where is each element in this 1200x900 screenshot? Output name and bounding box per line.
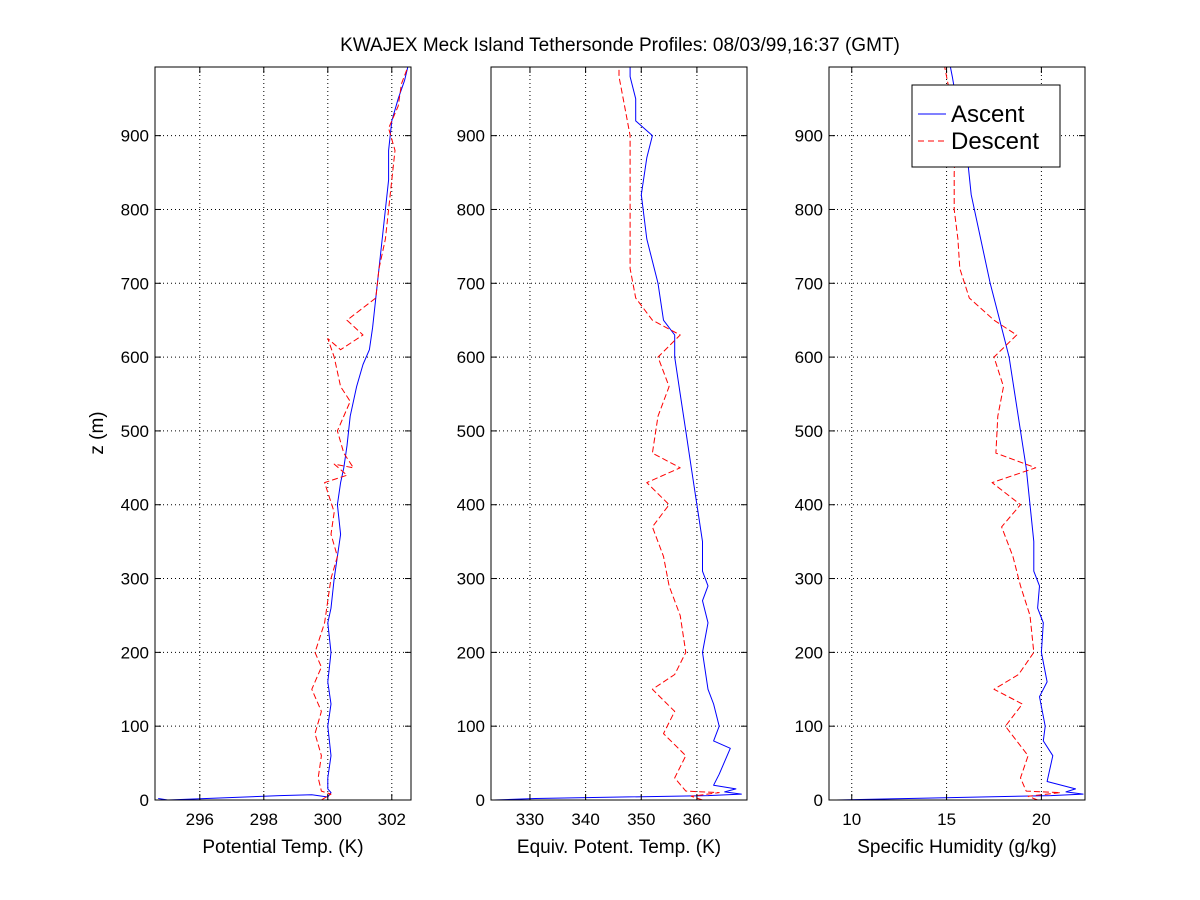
y-tick-label: 500	[457, 422, 485, 441]
y-tick-label: 600	[795, 348, 823, 367]
x-axis-label: Equiv. Potent. Temp. (K)	[517, 837, 721, 858]
plot-area	[491, 67, 747, 800]
x-tick-label: 360	[683, 810, 711, 829]
y-tick-label: 200	[457, 643, 485, 662]
y-tick-label: 0	[814, 791, 823, 810]
y-tick-label: 0	[476, 791, 485, 810]
legend-descent-label: Descent	[951, 128, 1039, 155]
x-tick-label: 300	[314, 810, 342, 829]
series-ascent-line	[493, 67, 742, 801]
figure-title: KWAJEX Meck Island Tethersonde Profiles:…	[340, 35, 900, 56]
panel-potential-temp: 296 298 300 302 0 100 200 300 400 500 600 700 800 900…	[121, 66, 412, 858]
panel-specific-humidity: 10 15 200100200300400500600700800900Specif…	[795, 66, 1086, 858]
plot-area	[829, 67, 1085, 800]
y-tick-label: 200	[795, 643, 823, 662]
series-descent-line	[618, 67, 720, 801]
y-tick-label: 600	[121, 348, 149, 367]
panel-equiv-potential-temp: 330 340 350 360 0 100 200 300 400 500 600 700 800 900…	[457, 66, 748, 858]
y-tick-label: 100	[795, 717, 823, 736]
x-axis-label: Potential Temp. (K)	[202, 837, 363, 858]
y-tick-label: 400	[121, 496, 149, 515]
series-ascent-line	[158, 66, 409, 801]
x-tick-label: 350	[627, 810, 655, 829]
y-tick-label: 300	[121, 570, 149, 589]
y-tick-label: 0	[140, 791, 149, 810]
y-tick-label: 500	[121, 422, 149, 441]
x-tick-label: 302	[378, 810, 406, 829]
y-tick-label: 300	[457, 570, 485, 589]
x-tick-label: 10	[842, 810, 861, 829]
legend-ascent-label: Ascent	[951, 101, 1025, 128]
y-tick-label: 900	[457, 127, 485, 146]
x-axis-label: Specific Humidity (g/kg)	[857, 837, 1057, 858]
x-tick-label: 20	[1032, 810, 1051, 829]
y-tick-label: 900	[121, 127, 149, 146]
y-tick-label: 300	[795, 570, 823, 589]
y-tick-label: 600	[457, 348, 485, 367]
y-tick-label: 200	[121, 643, 149, 662]
x-tick-label: 15	[937, 810, 956, 829]
y-tick-label: 800	[795, 200, 823, 219]
y-tick-label: 700	[795, 274, 823, 293]
x-tick-label: 298	[250, 810, 278, 829]
series-descent-line	[944, 66, 1061, 801]
y-tick-label: 100	[457, 717, 485, 736]
legend-box	[911, 84, 1061, 168]
axes-frame	[154, 66, 412, 801]
plot-area	[155, 67, 411, 800]
y-tick-label: 700	[121, 274, 149, 293]
x-tick-label: 296	[186, 810, 214, 829]
series-ascent-line	[836, 66, 1084, 801]
axes-frame	[490, 66, 748, 801]
y-tick-label: 700	[457, 274, 485, 293]
y-tick-label: 500	[795, 422, 823, 441]
chart-legend: Ascent Descent	[911, 84, 1061, 168]
series-descent-line	[311, 66, 409, 801]
axes-frame	[828, 66, 1086, 801]
y-axis-label: z (m)	[87, 411, 108, 454]
y-tick-label: 800	[121, 200, 149, 219]
y-tick-label: 800	[457, 200, 485, 219]
x-tick-label: 330	[516, 810, 544, 829]
y-tick-label: 400	[795, 496, 823, 515]
x-tick-label: 340	[571, 810, 599, 829]
y-tick-label: 100	[121, 717, 149, 736]
y-tick-label: 900	[795, 127, 823, 146]
y-tick-label: 400	[457, 496, 485, 515]
